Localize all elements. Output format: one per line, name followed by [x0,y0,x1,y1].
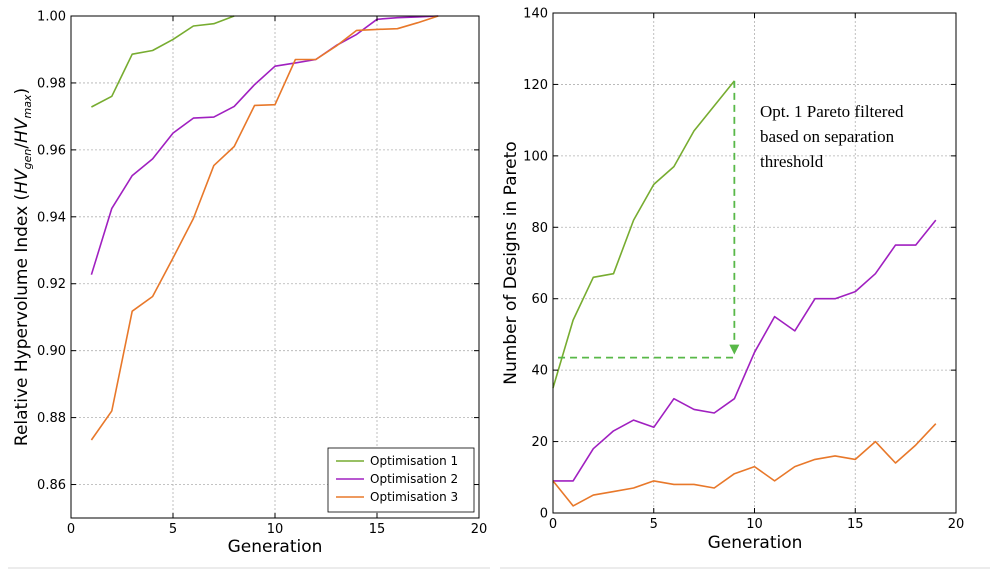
l-y-tick-label: 0.86 [37,478,66,493]
l-x-tick-label: 20 [471,522,488,537]
r-y-tick-label: 40 [531,364,548,379]
l-x-tick-label: 5 [169,522,177,537]
r-y-tick-label: 140 [523,7,548,22]
l-x-tick-label: 0 [67,522,75,537]
r-y-tick-label: 60 [531,292,548,307]
l-y-tick-label: 0.88 [37,411,66,426]
left-plot-frame [70,15,480,519]
l-x-tick-label: 10 [267,522,284,537]
legend-box [327,447,475,513]
r-y-tick-label: 0 [540,507,548,522]
r-series-line-1 [552,80,736,389]
right-y-axis-label: Number of Designs in Pareto [501,141,521,384]
l-series-line-2 [90,15,439,275]
r-y-tick-label: 20 [531,435,548,450]
left-x-axis-label: Generation [228,537,323,557]
r-y-tick-label: 80 [531,221,548,236]
left-x-ticks: 0 5 10 15 20 [67,16,487,537]
legend: Optimisation 1 Optimisation 2 Optimisati… [327,447,475,513]
r-y-tick-label: 120 [523,78,548,93]
left-y-axis-label: Relative Hypervolume Index (HVgen/HVmax) [12,88,34,446]
r-x-tick-label: 10 [746,517,763,532]
right-x-ticks: 0 5 10 15 20 [549,13,964,532]
l-x-tick-label: 15 [369,522,386,537]
pareto-count-chart: 0 5 10 15 20 0 20 40 60 80 100 120 140 Generation N… [501,7,964,554]
r-x-tick-label: 5 [650,517,658,532]
l-series-line-1 [91,15,235,108]
r-series-line-2 [553,219,937,482]
annotation-line-2: based on separation [760,127,895,146]
l-y-tick-label: 0.92 [37,277,66,292]
l-y-tick-label: 0.96 [37,143,66,158]
right-y-ticks: 0 20 40 60 80 100 120 140 [523,7,956,522]
legend-label-opt3: Optimisation 3 [370,490,458,504]
l-y-tick-label: 0.90 [37,344,66,359]
annotation-line-1: Opt. 1 Pareto filtered [760,102,904,121]
left-gridlines [70,15,480,518]
l-y-tick-label: 1.00 [37,10,66,25]
right-gridlines [552,12,957,514]
r-y-tick-label: 100 [523,149,548,164]
legend-label-opt1: Optimisation 1 [370,454,458,468]
l-y-tick-label: 0.94 [37,210,66,225]
l-series-line-3 [90,15,439,441]
pareto-filter-annotation [558,80,740,359]
left-series [90,15,439,441]
right-series [552,80,937,507]
left-y-ticks: 0.86 0.88 0.90 0.92 0.94 0.96 0.98 1.00 [37,10,479,493]
hypervolume-chart: 0 5 10 15 20 0.86 0.88 0.90 0.92 0.94 0.96 0.98 1.0… [12,10,487,558]
right-x-axis-label: Generation [708,533,803,553]
r-x-tick-label: 15 [847,517,864,532]
r-x-tick-label: 0 [549,517,557,532]
l-y-tick-label: 0.98 [37,76,66,91]
r-x-tick-label: 20 [948,517,965,532]
legend-label-opt2: Optimisation 2 [370,472,458,486]
annotation-line-3: threshold [760,152,824,171]
r-series-line-3 [552,423,937,507]
